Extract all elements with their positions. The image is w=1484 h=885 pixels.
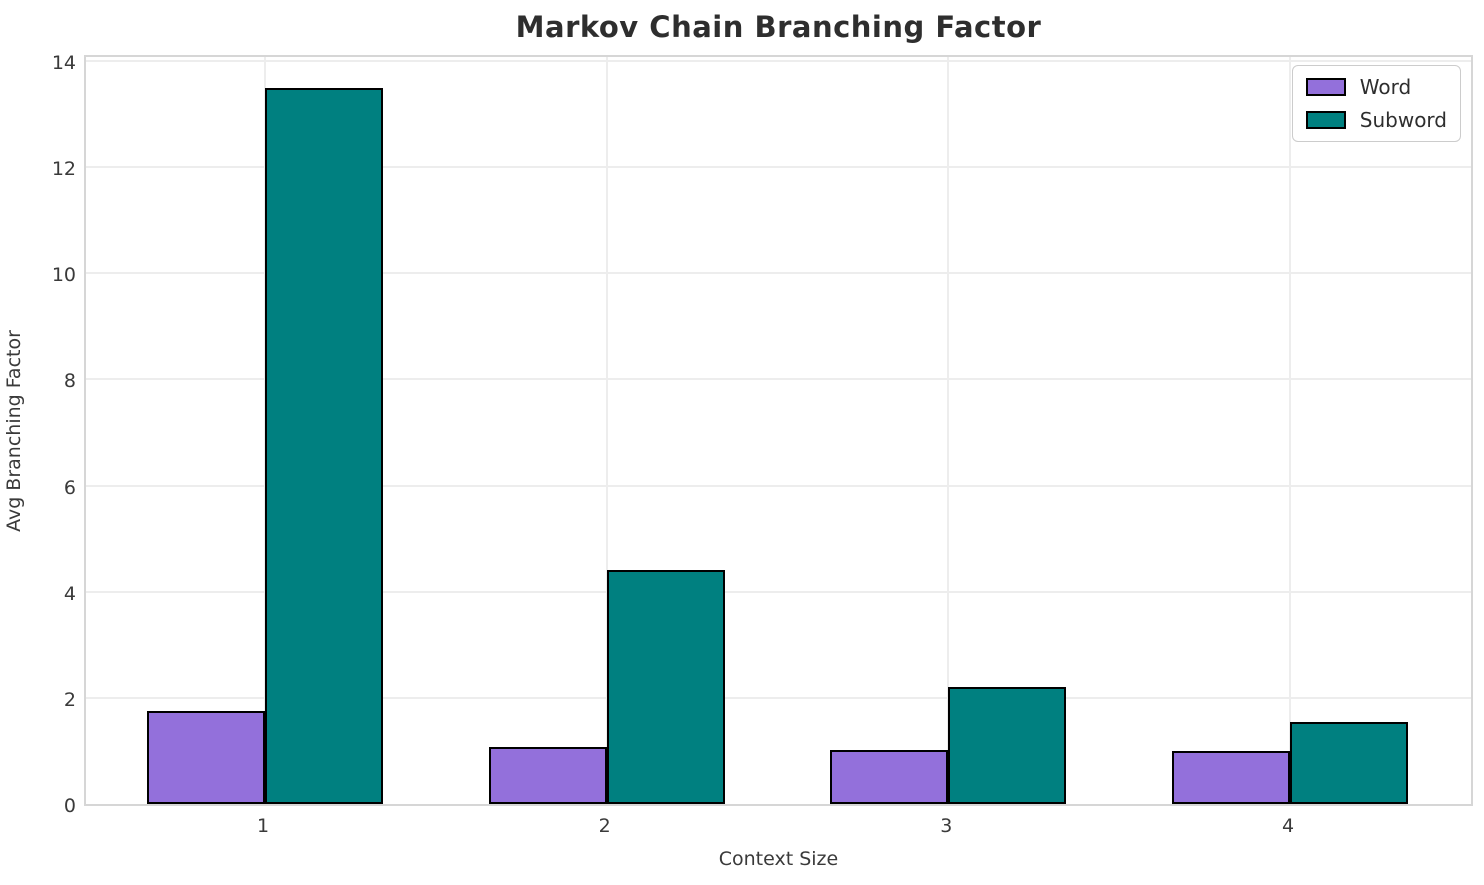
legend-label: Subword: [1359, 108, 1447, 132]
gridline-horizontal: [86, 166, 1471, 169]
legend-swatch-word: [1305, 78, 1346, 96]
legend: Word Subword: [1291, 65, 1461, 142]
gridline-horizontal: [86, 696, 1471, 699]
legend-item-word: Word: [1305, 75, 1447, 99]
legend-item-subword: Subword: [1305, 108, 1447, 132]
y-axis-label: Avg Branching Factor: [3, 330, 25, 532]
y-tick-label-4: 4: [63, 582, 76, 605]
bar-word-context-3: [830, 750, 949, 804]
legend-label: Word: [1359, 75, 1412, 99]
chart-title: Markov Chain Branching Factor: [515, 10, 1042, 44]
gridline-horizontal: [86, 484, 1471, 487]
y-tick-label-12: 12: [51, 158, 76, 181]
bar-word-context-1: [147, 711, 265, 804]
gridline-horizontal: [86, 378, 1471, 381]
gridline-horizontal: [86, 272, 1471, 275]
x-tick-label-4: 4: [1281, 815, 1295, 837]
bar-word-context-4: [1172, 750, 1290, 804]
y-tick-label-14: 14: [51, 51, 76, 74]
y-tick-label-6: 6: [63, 476, 76, 499]
gridline-vertical: [1289, 57, 1291, 804]
bar-subword-context-2: [606, 570, 725, 804]
bar-subword-context-1: [265, 87, 383, 804]
bar-subword-context-4: [1290, 721, 1408, 804]
bar-word-context-2: [488, 747, 607, 804]
legend-swatch-subword: [1305, 111, 1346, 129]
plot-area: [84, 55, 1473, 806]
x-axis-label: Context Size: [718, 848, 839, 870]
y-tick-label-0: 0: [63, 795, 76, 817]
gridline-vertical: [947, 57, 950, 804]
gridline-horizontal: [86, 59, 1471, 62]
y-tick-label-10: 10: [51, 264, 76, 287]
x-tick-label-1: 1: [256, 815, 270, 837]
x-tick-label-3: 3: [940, 815, 953, 837]
x-tick-label-2: 2: [598, 815, 611, 837]
gridline-vertical: [605, 57, 608, 804]
y-tick-label-2: 2: [63, 688, 76, 711]
gridline-horizontal: [86, 590, 1471, 593]
y-tick-label-8: 8: [63, 370, 76, 393]
bar-subword-context-3: [948, 687, 1067, 804]
